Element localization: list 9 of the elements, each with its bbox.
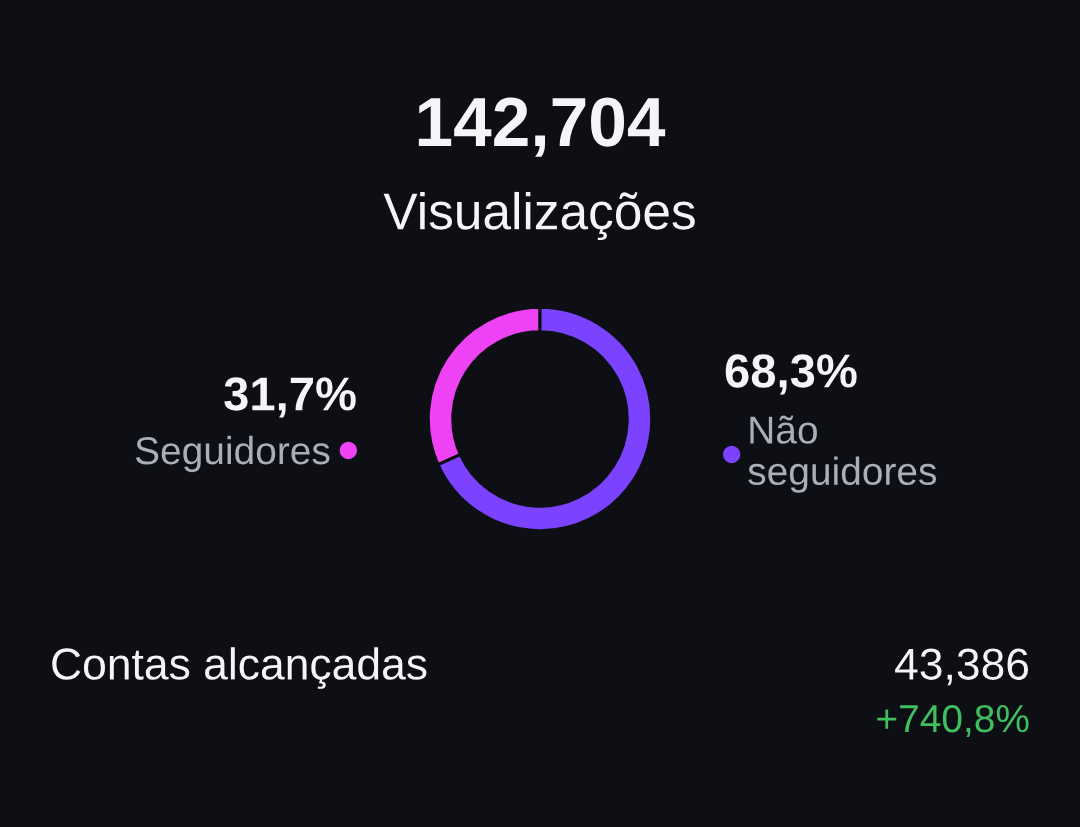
data-label: 31,7% [224,377,356,418]
chart-subtitle: Visualizações [383,191,695,241]
legend-label: Não seguidores [748,415,937,493]
text: 43,386 [895,648,1029,686]
text: +740,8% [877,704,1029,738]
data-label: 68,3% [725,354,857,395]
chart-title: 142,704 [418,97,666,157]
slice-label: Seguidores [135,435,330,473]
text: Contas alcançadas [52,647,427,689]
